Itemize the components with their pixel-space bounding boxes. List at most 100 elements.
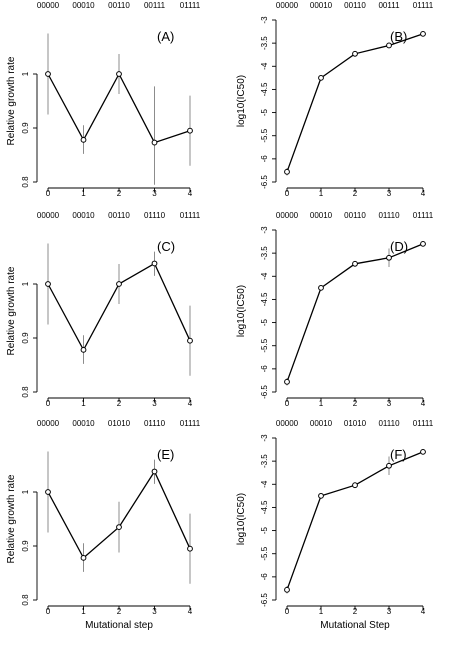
x-tick-label: 3 bbox=[387, 399, 392, 408]
genotype-label: 00000 bbox=[37, 419, 60, 428]
y-tick-label: -4 bbox=[260, 480, 269, 488]
y-tick-label: -6 bbox=[260, 155, 269, 163]
y-tick-label: 0.9 bbox=[21, 332, 30, 344]
genotype-label: 00010 bbox=[72, 419, 95, 428]
x-tick-label: 3 bbox=[152, 607, 157, 616]
y-tick-label: -3.5 bbox=[260, 246, 269, 260]
genotype-label: 01111 bbox=[413, 419, 434, 428]
data-point bbox=[386, 462, 392, 469]
x-tick-label: 3 bbox=[387, 189, 392, 198]
data-point bbox=[116, 524, 122, 530]
x-tick-label: 0 bbox=[46, 399, 51, 408]
y-tick-label: -6 bbox=[260, 365, 269, 373]
genotype-label: 00110 bbox=[344, 1, 366, 10]
y-tick-label: 0.8 bbox=[21, 176, 30, 188]
y-tick-label: -5 bbox=[260, 526, 269, 534]
data-point bbox=[352, 50, 358, 57]
x-tick-label: 4 bbox=[421, 607, 426, 616]
panel-label: (A) bbox=[157, 29, 174, 44]
data-point bbox=[116, 71, 122, 77]
genotype-label: 00010 bbox=[310, 1, 333, 10]
genotype-label: 00110 bbox=[344, 211, 366, 220]
data-point bbox=[187, 337, 193, 344]
x-tick-label: 0 bbox=[46, 189, 51, 198]
x-tick-label: 4 bbox=[421, 399, 426, 408]
panel-f: -6.5 -6 -5.5 -5 -4.5 -4 -3.5 -3 0 1 2 3 4 00000 00010 0… bbox=[236, 419, 434, 631]
y-tick-label: -3 bbox=[260, 434, 269, 442]
x-tick-label: 1 bbox=[319, 399, 324, 408]
data-point bbox=[386, 42, 392, 49]
genotype-label: 01111 bbox=[413, 1, 434, 10]
y-tick-label: 0.8 bbox=[21, 386, 30, 398]
y-tick-label: -3 bbox=[260, 16, 269, 24]
y-tick-label: -3.5 bbox=[260, 454, 269, 468]
x-tick-label: 1 bbox=[81, 399, 86, 408]
data-point bbox=[80, 136, 87, 143]
y-tick-label: -4.5 bbox=[260, 82, 269, 96]
genotype-label: 01110 bbox=[378, 419, 400, 428]
y-tick-label: 0.8 bbox=[21, 594, 30, 606]
data-point bbox=[80, 554, 87, 561]
data-point bbox=[284, 168, 290, 175]
y-tick-label: -6 bbox=[260, 573, 269, 581]
x-tick-label: 2 bbox=[353, 607, 358, 616]
data-point bbox=[284, 586, 290, 593]
genotype-label: 01111 bbox=[413, 211, 434, 220]
genotype-label: 00110 bbox=[108, 211, 130, 220]
y-tick-label: 1 bbox=[21, 281, 30, 286]
data-point bbox=[318, 492, 324, 499]
x-tick-label: 1 bbox=[319, 189, 324, 198]
panel-e: 0.8 0.9 1 0 1 2 3 4 00000 00010 01010 01110 01111 Rel… bbox=[6, 419, 201, 631]
data-point bbox=[187, 127, 193, 134]
x-tick-label: 2 bbox=[117, 399, 122, 408]
x-tick-label: 0 bbox=[285, 607, 290, 616]
genotype-label: 00000 bbox=[37, 1, 60, 10]
x-tick-label: 0 bbox=[285, 189, 290, 198]
panel-label: (D) bbox=[390, 239, 408, 254]
data-point bbox=[318, 284, 324, 291]
y-tick-label: -3.5 bbox=[260, 36, 269, 50]
x-tick-label: 4 bbox=[188, 189, 193, 198]
data-point bbox=[284, 378, 290, 385]
y-tick-label: -5.5 bbox=[260, 338, 269, 352]
y-tick-label: -6.5 bbox=[260, 593, 269, 607]
panel-label: (E) bbox=[157, 447, 174, 462]
panel-b: -6.5 -6 -5.5 -5 -4.5 -4 -3.5 -3 0 1 2 3 4 00000 00010 0… bbox=[236, 1, 434, 198]
genotype-label: 00010 bbox=[72, 1, 95, 10]
x-tick-label: 3 bbox=[387, 607, 392, 616]
y-tick-label: -5 bbox=[260, 318, 269, 326]
x-tick-label: 4 bbox=[188, 399, 193, 408]
y-tick-label: 0.9 bbox=[21, 122, 30, 134]
y-tick-label: -5 bbox=[260, 108, 269, 116]
x-tick-label: 4 bbox=[421, 189, 426, 198]
x-tick-label: 0 bbox=[46, 607, 51, 616]
panel-a: 0.8 0.9 1 0 1 2 3 4 00000 00010 00110 00111 01111 Rel… bbox=[6, 1, 201, 198]
panel-label: (F) bbox=[390, 447, 407, 462]
series-line bbox=[286, 451, 424, 591]
y-axis-title: Relative growth rate bbox=[6, 474, 17, 563]
genotype-label: 01010 bbox=[344, 419, 367, 428]
data-point bbox=[151, 139, 158, 146]
genotype-label: 00010 bbox=[310, 211, 333, 220]
genotype-label: 01110 bbox=[144, 211, 166, 220]
y-axis-title: log10(IC50) bbox=[236, 75, 247, 127]
y-tick-label: -3 bbox=[260, 226, 269, 234]
genotype-label: 01110 bbox=[378, 211, 400, 220]
data-point bbox=[151, 260, 158, 267]
genotype-label: 00111 bbox=[144, 1, 166, 10]
x-tick-label: 0 bbox=[285, 399, 290, 408]
genotype-label: 01110 bbox=[144, 419, 166, 428]
genotype-label: 00000 bbox=[276, 419, 299, 428]
y-tick-label: -5.5 bbox=[260, 546, 269, 560]
y-tick-label: 1 bbox=[21, 71, 30, 76]
genotype-label: 01111 bbox=[180, 419, 201, 428]
y-tick-label: -6.5 bbox=[260, 175, 269, 189]
genotype-label: 01010 bbox=[108, 419, 131, 428]
y-tick-label: -6.5 bbox=[260, 385, 269, 399]
data-point bbox=[45, 281, 51, 287]
y-tick-label: 1 bbox=[21, 489, 30, 494]
genotype-label: 01111 bbox=[180, 211, 201, 220]
data-point bbox=[80, 346, 87, 353]
genotype-label: 00000 bbox=[276, 211, 299, 220]
